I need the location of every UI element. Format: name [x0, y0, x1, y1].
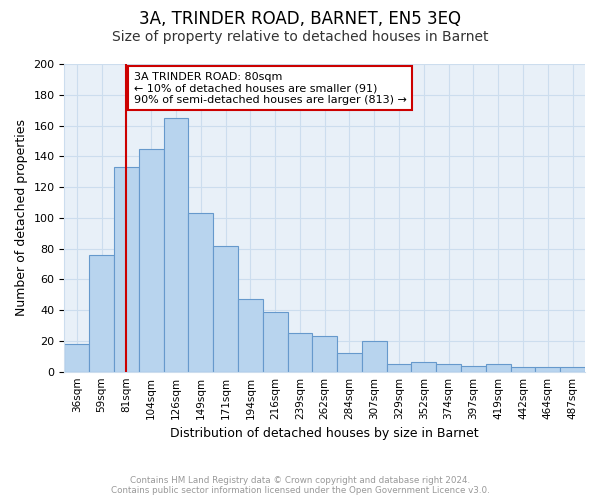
Bar: [89, 255, 114, 372]
Bar: [139, 148, 164, 372]
Bar: [386, 364, 412, 372]
Y-axis label: Number of detached properties: Number of detached properties: [15, 120, 28, 316]
Bar: [436, 364, 461, 372]
Bar: [362, 341, 386, 372]
Bar: [287, 333, 313, 372]
Text: Size of property relative to detached houses in Barnet: Size of property relative to detached ho…: [112, 30, 488, 44]
Bar: [560, 367, 585, 372]
Bar: [114, 167, 139, 372]
Bar: [164, 118, 188, 372]
Bar: [535, 367, 560, 372]
Text: Contains HM Land Registry data © Crown copyright and database right 2024.
Contai: Contains HM Land Registry data © Crown c…: [110, 476, 490, 495]
Text: 3A TRINDER ROAD: 80sqm
← 10% of detached houses are smaller (91)
90% of semi-det: 3A TRINDER ROAD: 80sqm ← 10% of detached…: [134, 72, 407, 105]
Bar: [213, 246, 238, 372]
Bar: [412, 362, 436, 372]
Bar: [263, 312, 287, 372]
Bar: [461, 366, 486, 372]
Bar: [511, 367, 535, 372]
Bar: [313, 336, 337, 372]
Text: 3A, TRINDER ROAD, BARNET, EN5 3EQ: 3A, TRINDER ROAD, BARNET, EN5 3EQ: [139, 10, 461, 28]
Bar: [238, 300, 263, 372]
Bar: [337, 353, 362, 372]
X-axis label: Distribution of detached houses by size in Barnet: Distribution of detached houses by size …: [170, 427, 479, 440]
Bar: [188, 213, 213, 372]
Bar: [486, 364, 511, 372]
Bar: [64, 344, 89, 372]
